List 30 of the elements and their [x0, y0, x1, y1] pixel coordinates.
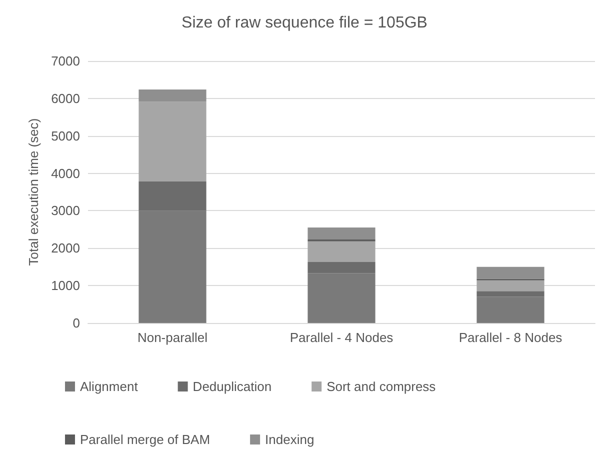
y-tick-label: 2000 [51, 240, 80, 256]
bar [476, 296, 544, 323]
bar [138, 182, 206, 211]
legend-label: Parallel merge of BAM [80, 432, 210, 447]
bar [476, 291, 544, 297]
x-tick-label: Non-parallel [137, 330, 208, 345]
y-tick-label: 1000 [51, 278, 80, 294]
bar [308, 273, 376, 323]
y-tick-label: 6000 [51, 90, 80, 106]
legend-label: Deduplication [192, 379, 272, 394]
chart-title: Size of raw sequence file = 105GB [182, 14, 428, 32]
bar [138, 210, 206, 323]
y-tick-label: 3000 [51, 203, 80, 218]
bar [308, 262, 376, 274]
bar [476, 266, 544, 279]
bar [138, 102, 206, 182]
bar [308, 228, 376, 240]
y-tick-label: 0 [72, 316, 80, 330]
bar [476, 280, 544, 292]
y-tick-label: 4000 [51, 166, 80, 181]
bar [138, 89, 206, 102]
y-axis-title: Total execution time (sec) [26, 118, 41, 266]
y-tick-label: 5000 [51, 128, 80, 144]
x-tick-label: Parallel - 8 Nodes [458, 330, 563, 345]
legend-label: Alignment [80, 379, 138, 394]
y-tick-label: 7000 [51, 54, 80, 68]
bar [308, 241, 376, 262]
x-tick-label: Parallel - 4 Nodes [290, 330, 394, 345]
legend-label: Indexing [265, 432, 314, 447]
legend-label: Sort and compress [326, 379, 436, 394]
